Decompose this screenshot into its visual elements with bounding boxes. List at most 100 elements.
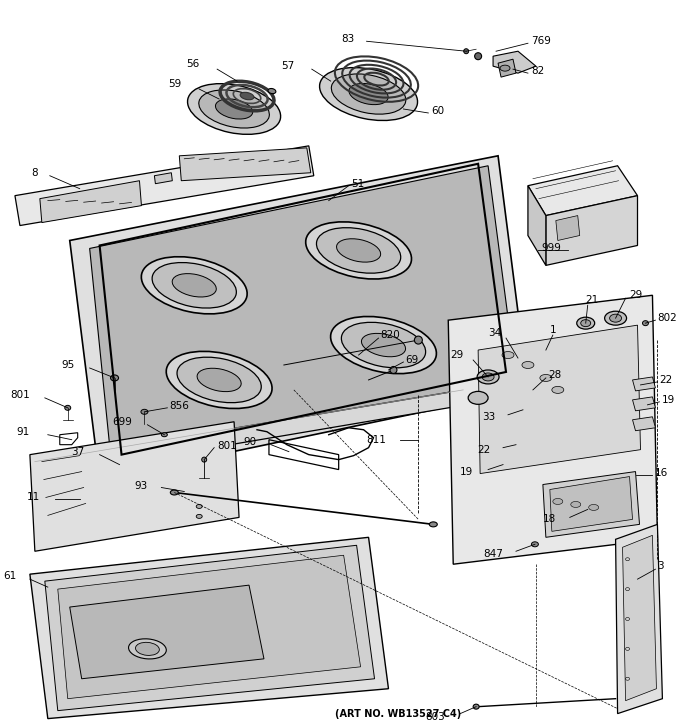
- Text: 19: 19: [460, 467, 473, 476]
- Ellipse shape: [540, 374, 552, 381]
- Text: 21: 21: [585, 295, 599, 305]
- Ellipse shape: [502, 352, 514, 359]
- Ellipse shape: [500, 65, 510, 71]
- Text: 60: 60: [431, 106, 445, 116]
- Polygon shape: [623, 535, 656, 700]
- Text: 29: 29: [450, 350, 463, 360]
- Polygon shape: [448, 295, 658, 564]
- Ellipse shape: [331, 74, 406, 114]
- Ellipse shape: [571, 502, 581, 508]
- Text: 28: 28: [548, 370, 561, 380]
- Ellipse shape: [199, 90, 269, 128]
- Ellipse shape: [177, 357, 261, 402]
- Ellipse shape: [268, 88, 276, 94]
- Text: 57: 57: [282, 61, 295, 71]
- Polygon shape: [615, 524, 662, 713]
- Polygon shape: [30, 422, 239, 551]
- Ellipse shape: [475, 53, 481, 59]
- Ellipse shape: [532, 542, 539, 547]
- Polygon shape: [30, 537, 388, 718]
- Text: 18: 18: [543, 514, 556, 524]
- Text: 1: 1: [550, 325, 556, 335]
- Ellipse shape: [111, 375, 118, 381]
- Ellipse shape: [166, 352, 272, 408]
- Ellipse shape: [197, 368, 241, 392]
- Text: 34: 34: [488, 328, 501, 338]
- Ellipse shape: [473, 704, 479, 709]
- Ellipse shape: [552, 386, 564, 394]
- Ellipse shape: [141, 410, 148, 414]
- Text: 856: 856: [169, 401, 189, 411]
- Ellipse shape: [170, 490, 178, 495]
- Ellipse shape: [161, 433, 167, 436]
- Text: 22: 22: [477, 444, 490, 455]
- Polygon shape: [45, 545, 375, 710]
- Text: 83: 83: [341, 34, 355, 44]
- Polygon shape: [498, 59, 516, 77]
- Ellipse shape: [390, 366, 397, 373]
- Text: 95: 95: [61, 360, 75, 370]
- Ellipse shape: [240, 92, 254, 100]
- Ellipse shape: [464, 49, 469, 54]
- Text: 699: 699: [113, 417, 133, 427]
- Ellipse shape: [362, 334, 405, 357]
- Polygon shape: [543, 471, 639, 537]
- Ellipse shape: [341, 323, 426, 368]
- Ellipse shape: [135, 642, 159, 655]
- Text: 82: 82: [531, 66, 544, 76]
- Polygon shape: [35, 390, 466, 478]
- Polygon shape: [478, 325, 641, 473]
- Text: (ART NO. WB13527 C4): (ART NO. WB13527 C4): [335, 708, 462, 718]
- Polygon shape: [154, 173, 172, 183]
- Polygon shape: [70, 585, 264, 679]
- Text: 59: 59: [168, 79, 182, 89]
- Polygon shape: [632, 397, 656, 411]
- Ellipse shape: [605, 311, 626, 325]
- Text: 801: 801: [10, 390, 30, 400]
- Text: 37: 37: [71, 447, 85, 457]
- Ellipse shape: [306, 222, 411, 279]
- Polygon shape: [546, 196, 638, 265]
- Ellipse shape: [589, 505, 598, 510]
- Polygon shape: [550, 476, 632, 531]
- Text: 16: 16: [654, 468, 668, 478]
- Ellipse shape: [197, 505, 202, 508]
- Ellipse shape: [202, 457, 207, 462]
- Text: 803: 803: [426, 712, 445, 721]
- Ellipse shape: [152, 262, 237, 308]
- Polygon shape: [528, 166, 638, 215]
- Text: 56: 56: [186, 59, 199, 69]
- Polygon shape: [40, 181, 141, 223]
- Polygon shape: [528, 186, 546, 265]
- Text: 811: 811: [367, 435, 386, 444]
- Ellipse shape: [188, 83, 281, 134]
- Ellipse shape: [316, 228, 401, 273]
- Ellipse shape: [643, 320, 649, 326]
- Text: 847: 847: [483, 550, 503, 559]
- Ellipse shape: [553, 499, 563, 505]
- Ellipse shape: [468, 392, 488, 405]
- Text: 11: 11: [27, 492, 40, 502]
- Ellipse shape: [129, 639, 167, 659]
- Ellipse shape: [429, 522, 437, 527]
- Polygon shape: [90, 166, 516, 465]
- Text: 29: 29: [630, 290, 643, 300]
- Polygon shape: [58, 555, 360, 699]
- Ellipse shape: [320, 67, 418, 120]
- Text: 33: 33: [482, 412, 495, 422]
- Text: 51: 51: [352, 178, 365, 188]
- Text: 801: 801: [217, 441, 237, 451]
- Ellipse shape: [349, 83, 388, 104]
- Ellipse shape: [482, 373, 494, 381]
- Ellipse shape: [414, 336, 422, 344]
- Ellipse shape: [65, 405, 71, 410]
- Text: 69: 69: [405, 355, 419, 365]
- Text: 22: 22: [660, 375, 673, 385]
- Ellipse shape: [477, 370, 499, 384]
- Text: 90: 90: [244, 436, 257, 447]
- Polygon shape: [70, 156, 528, 479]
- Polygon shape: [15, 146, 313, 225]
- Text: 802: 802: [658, 313, 677, 323]
- Text: 3: 3: [658, 561, 664, 571]
- Polygon shape: [632, 417, 656, 431]
